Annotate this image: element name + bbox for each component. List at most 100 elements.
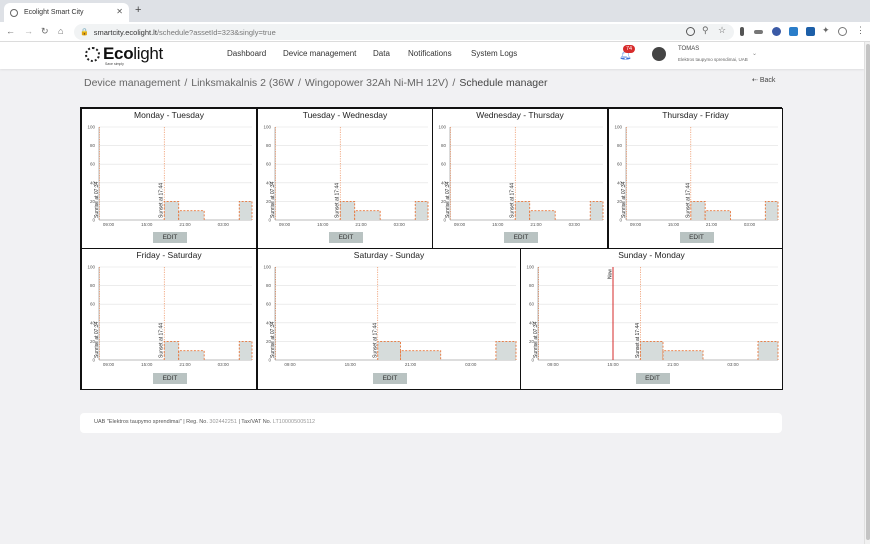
y-tick-label: 0 xyxy=(531,358,534,363)
extension-icon[interactable] xyxy=(772,27,781,36)
y-tick-label: 60 xyxy=(266,302,272,307)
edit-schedule-button[interactable]: EDIT xyxy=(153,373,187,384)
x-tick-label: 15:00 xyxy=(668,222,680,227)
reload-icon[interactable]: ↻ xyxy=(41,26,49,36)
lock-icon: 🔒 xyxy=(80,29,89,36)
zoom-icon[interactable]: ⚲ xyxy=(702,25,709,35)
download-icon[interactable] xyxy=(686,27,695,36)
kebab-menu-icon[interactable]: ⋮ xyxy=(856,25,865,35)
browser-tab-bar: Ecolight Smart City ✕ + xyxy=(0,0,870,22)
profile-icon[interactable] xyxy=(838,27,847,36)
schedule-step xyxy=(238,340,253,360)
y-tick-label: 20 xyxy=(441,199,447,204)
y-tick-label: 80 xyxy=(266,283,272,288)
schedule-chart: 100 80 60 40 20 0 09:00 15:00 21:00 03:00 Sunrise … xyxy=(438,125,604,227)
x-tick-label: 09:00 xyxy=(630,222,642,227)
breadcrumb-current: Schedule manager xyxy=(459,77,548,89)
x-tick-label: 15:00 xyxy=(317,222,329,227)
back-link[interactable]: ⇠ Back xyxy=(752,76,775,84)
home-icon[interactable]: ⌂ xyxy=(58,26,64,36)
nav-data[interactable]: Data xyxy=(373,49,390,58)
schedule-step xyxy=(178,350,205,360)
y-tick-label: 40 xyxy=(90,320,96,325)
x-tick-label: 21:00 xyxy=(530,222,542,227)
x-tick-label: 03:00 xyxy=(465,362,477,367)
now-label: Now xyxy=(608,269,614,279)
x-tick-label: 15:00 xyxy=(345,362,357,367)
schedule-panel: Monday - Tuesday 100 80 60 40 20 0 09:00 15:00 21… xyxy=(81,108,257,249)
y-tick-label: 60 xyxy=(90,162,96,167)
schedule-area xyxy=(164,201,179,220)
chevron-down-icon[interactable]: ⌄ xyxy=(752,51,758,57)
nav-dashboard[interactable]: Dashboard xyxy=(227,49,267,58)
edit-schedule-button[interactable]: EDIT xyxy=(373,373,407,384)
url-path: /schedule?assetId=323&singly=true xyxy=(156,27,276,37)
y-tick-label: 40 xyxy=(441,180,447,185)
site-favicon-icon xyxy=(10,8,18,17)
y-tick-label: 60 xyxy=(266,162,272,167)
page-footer: UAB "Elektros taupymo sprendimai" | Reg.… xyxy=(80,413,782,433)
schedule-step xyxy=(354,210,381,220)
back-arrow-icon[interactable]: ← xyxy=(6,26,15,36)
x-tick-label: 15:00 xyxy=(492,222,504,227)
y-tick-label: 100 xyxy=(263,125,271,130)
x-tick-label: 09:00 xyxy=(547,362,559,367)
schedule-area xyxy=(239,201,252,220)
nav-notifications[interactable]: Notifications xyxy=(408,49,452,58)
edit-schedule-button[interactable]: EDIT xyxy=(679,232,714,243)
scrollbar-thumb[interactable] xyxy=(866,44,870,540)
back-label: Back xyxy=(759,77,776,84)
footer-company: UAB "Elektros taupymo sprendimai" | Reg.… xyxy=(94,419,210,425)
app-header: Ecolight Save simply Dashboard Device ma… xyxy=(0,42,864,69)
breadcrumb-device-management[interactable]: Device management xyxy=(84,77,181,89)
puzzle-icon[interactable]: ✦ xyxy=(822,25,830,35)
notification-bell-icon[interactable]: 🔔︎ xyxy=(619,50,632,61)
sunrise-label: Sunrise at 07:34 xyxy=(533,321,539,358)
sunrise-label: Sunrise at 07:34 xyxy=(270,321,276,358)
extension-icon[interactable] xyxy=(754,30,763,34)
extension-icon[interactable] xyxy=(740,27,744,36)
nav-system-logs[interactable]: System Logs xyxy=(471,49,518,58)
sunset-label: Sunset at 17:44 xyxy=(159,323,165,358)
ecolight-logo[interactable]: Ecolight Save simply xyxy=(85,44,163,66)
browser-tab[interactable]: Ecolight Smart City ✕ xyxy=(4,3,129,22)
close-tab-icon[interactable]: ✕ xyxy=(116,7,123,16)
schedule-area xyxy=(164,341,179,360)
schedule-area xyxy=(178,350,205,360)
schedule-step xyxy=(757,340,779,360)
url-input[interactable]: 🔒 smartcity.ecolight.lt/schedule?assetId… xyxy=(74,24,734,40)
breadcrumb: Device management / Linksmakalnis 2 (36W… xyxy=(84,77,548,89)
y-tick-label: 20 xyxy=(617,199,623,204)
schedule-area xyxy=(529,210,556,220)
breadcrumb-asset[interactable]: Linksmakalnis 2 (36W xyxy=(191,77,294,89)
user-name[interactable]: TOMAS xyxy=(678,46,700,52)
breadcrumb-separator: / xyxy=(297,77,301,89)
breadcrumb-battery[interactable]: Wingopower 32Ah Ni-MH 12V) xyxy=(304,77,449,89)
schedule-area xyxy=(354,210,381,220)
x-tick-label: 09:00 xyxy=(454,222,466,227)
edit-schedule-button[interactable]: EDIT xyxy=(329,232,363,243)
y-tick-label: 80 xyxy=(529,283,535,288)
bookmark-star-icon[interactable]: ☆ xyxy=(718,25,727,35)
panel-title: Monday - Tuesday xyxy=(134,110,204,120)
user-avatar[interactable] xyxy=(652,47,666,61)
panel-title: Tuesday - Wednesday xyxy=(302,110,388,120)
schedule-area xyxy=(239,341,252,360)
new-tab-icon[interactable]: + xyxy=(135,4,142,16)
extension-icon[interactable] xyxy=(806,27,815,36)
schedule-chart: 100 80 60 40 20 0 09:00 15:00 21:00 03:00 Sunrise … xyxy=(263,125,429,227)
edit-schedule-button[interactable]: EDIT xyxy=(635,373,670,384)
edit-schedule-button[interactable]: EDIT xyxy=(504,232,538,243)
y-tick-label: 40 xyxy=(266,320,272,325)
forward-arrow-icon[interactable]: → xyxy=(24,26,33,36)
y-tick-label: 80 xyxy=(266,143,272,148)
nav-device-management[interactable]: Device management xyxy=(283,49,357,58)
edit-schedule-button[interactable]: EDIT xyxy=(153,232,187,243)
page-scrollbar[interactable] xyxy=(864,42,870,544)
y-tick-label: 40 xyxy=(266,180,272,185)
schedule-step xyxy=(178,210,205,220)
y-tick-label: 20 xyxy=(90,199,96,204)
extension-icon[interactable] xyxy=(789,27,798,36)
breadcrumb-separator: / xyxy=(452,77,456,89)
footer-vat-no: LT100005005112 xyxy=(272,419,316,425)
